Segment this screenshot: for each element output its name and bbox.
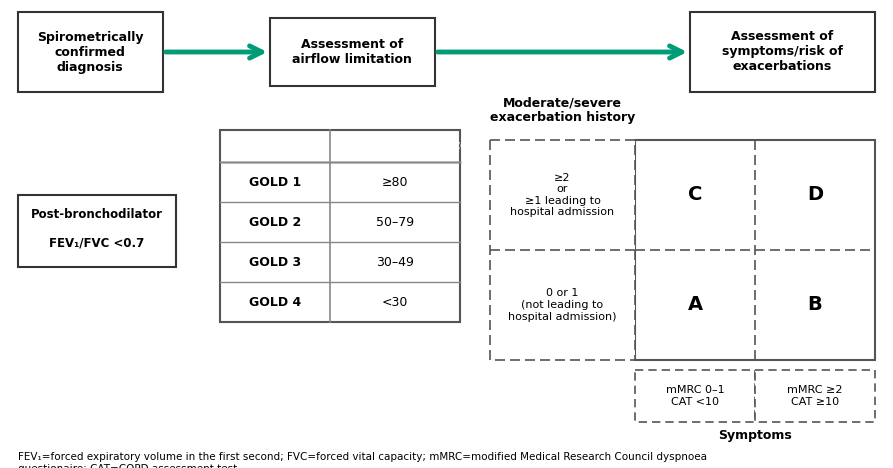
Text: FEV₁=forced expiratory volume in the first second; FVC=forced vital capacity; mM: FEV₁=forced expiratory volume in the fir… [18,452,707,468]
Bar [18,12,163,92]
Text: D: D [807,185,823,205]
Text: (% of predicted): (% of predicted) [370,139,481,153]
Text: Post-bronchodilator: Post-bronchodilator [31,209,163,221]
Text: GOLD 2: GOLD 2 [249,215,301,228]
Text: Grade: Grade [254,139,296,153]
Text: FEV₁/FVC <0.7: FEV₁/FVC <0.7 [49,236,145,249]
Bar [635,370,755,422]
Bar [270,18,435,86]
Text: mMRC ≥2
CAT ≥10: mMRC ≥2 CAT ≥10 [788,385,843,407]
Bar [18,195,176,267]
Text: 0 or 1
(not leading to
hospital admission): 0 or 1 (not leading to hospital admissio… [508,288,617,322]
Text: Symptoms: Symptoms [718,429,792,441]
Text: Assessment of
symptoms/risk of
exacerbations: Assessment of symptoms/risk of exacerbat… [722,30,842,73]
Text: B: B [807,295,822,314]
Text: 1: 1 [366,146,372,154]
Text: C: C [688,185,702,205]
Bar [690,12,875,92]
Bar [220,130,460,322]
Text: 50–79: 50–79 [376,215,414,228]
Text: ≥80: ≥80 [381,176,408,189]
Text: Assessment of
airflow limitation: Assessment of airflow limitation [292,38,412,66]
Bar [490,140,635,360]
Bar [220,130,460,162]
Text: <30: <30 [382,295,408,308]
Text: FEV: FEV [342,139,369,153]
Text: A: A [688,295,703,314]
Text: Moderate/severe
exacerbation history: Moderate/severe exacerbation history [490,96,635,124]
Text: 30–49: 30–49 [376,256,414,269]
Text: GOLD 3: GOLD 3 [249,256,301,269]
Bar [755,370,875,422]
Text: mMRC 0–1
CAT <10: mMRC 0–1 CAT <10 [665,385,724,407]
Text: GOLD 4: GOLD 4 [249,295,301,308]
Text: GOLD 1: GOLD 1 [249,176,301,189]
Text: Spirometrically
confirmed
diagnosis: Spirometrically confirmed diagnosis [37,30,143,73]
Text: ≥2
or
≥1 leading to
hospital admission: ≥2 or ≥1 leading to hospital admission [511,173,614,218]
Bar [635,140,875,360]
